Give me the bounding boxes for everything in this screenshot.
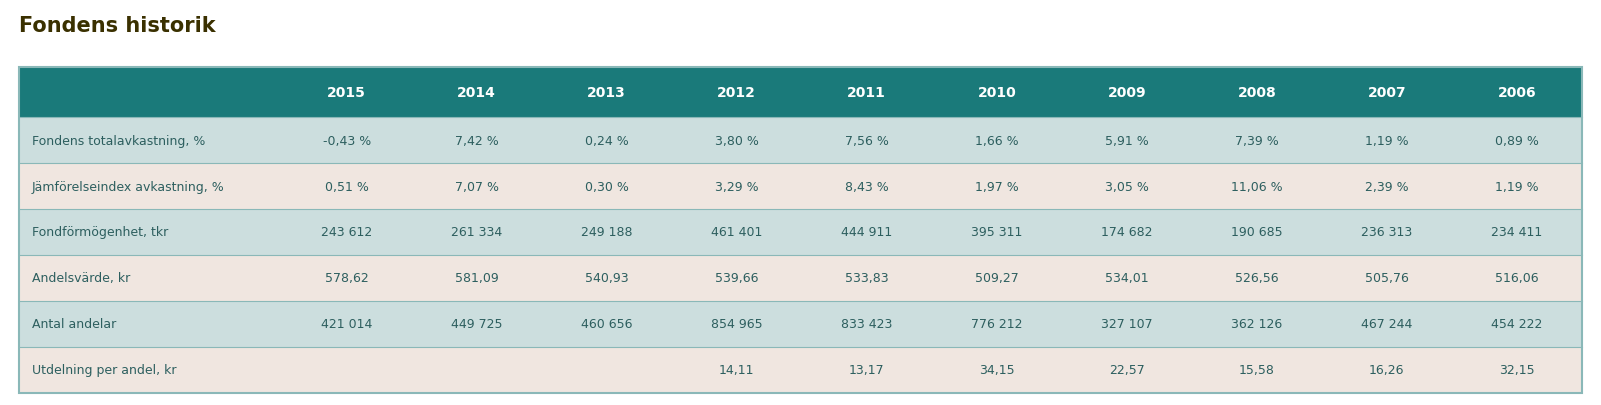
Text: 2006: 2006 xyxy=(1497,85,1535,100)
Text: 11,06 %: 11,06 % xyxy=(1231,180,1282,193)
Text: Jämförelseindex avkastning, %: Jämförelseindex avkastning, % xyxy=(32,180,224,193)
Text: 444 911: 444 911 xyxy=(841,226,892,239)
Text: Andelsvärde, kr: Andelsvärde, kr xyxy=(32,272,130,285)
Text: Antal andelar: Antal andelar xyxy=(32,318,117,330)
Text: 236 313: 236 313 xyxy=(1361,226,1412,239)
Text: 776 212: 776 212 xyxy=(972,318,1023,330)
Text: 395 311: 395 311 xyxy=(972,226,1023,239)
Text: 467 244: 467 244 xyxy=(1361,318,1412,330)
Text: 14,11: 14,11 xyxy=(719,363,754,376)
Text: 15,58: 15,58 xyxy=(1239,363,1274,376)
Text: 32,15: 32,15 xyxy=(1499,363,1535,376)
Text: 2009: 2009 xyxy=(1108,85,1146,100)
Text: 505,76: 505,76 xyxy=(1364,272,1409,285)
Text: 1,97 %: 1,97 % xyxy=(975,180,1018,193)
Text: Fondens totalavkastning, %: Fondens totalavkastning, % xyxy=(32,134,205,147)
Bar xyxy=(19,209,1582,255)
Text: 2010: 2010 xyxy=(977,85,1017,100)
Text: 174 682: 174 682 xyxy=(1101,226,1153,239)
Text: 421 014: 421 014 xyxy=(322,318,373,330)
Text: 539,66: 539,66 xyxy=(716,272,759,285)
Bar xyxy=(19,67,1582,118)
Text: 0,89 %: 0,89 % xyxy=(1495,134,1539,147)
Text: 516,06: 516,06 xyxy=(1495,272,1539,285)
Text: 1,66 %: 1,66 % xyxy=(975,134,1018,147)
Bar xyxy=(19,164,1582,209)
Text: 526,56: 526,56 xyxy=(1234,272,1279,285)
Text: 461 401: 461 401 xyxy=(711,226,762,239)
Text: 534,01: 534,01 xyxy=(1105,272,1148,285)
Text: 2008: 2008 xyxy=(1238,85,1276,100)
Text: 22,57: 22,57 xyxy=(1109,363,1145,376)
Text: 8,43 %: 8,43 % xyxy=(845,180,889,193)
Text: 533,83: 533,83 xyxy=(845,272,889,285)
Bar xyxy=(19,347,1582,393)
Text: 234 411: 234 411 xyxy=(1491,226,1542,239)
Bar xyxy=(19,67,1582,393)
Text: 16,26: 16,26 xyxy=(1369,363,1404,376)
Text: 540,93: 540,93 xyxy=(584,272,629,285)
Text: 3,05 %: 3,05 % xyxy=(1105,180,1148,193)
Bar xyxy=(19,301,1582,347)
Text: 2013: 2013 xyxy=(588,85,626,100)
Text: 362 126: 362 126 xyxy=(1231,318,1282,330)
Text: 7,42 %: 7,42 % xyxy=(455,134,498,147)
Bar xyxy=(19,255,1582,301)
Text: 581,09: 581,09 xyxy=(455,272,498,285)
Text: 509,27: 509,27 xyxy=(975,272,1018,285)
Text: 578,62: 578,62 xyxy=(325,272,368,285)
Text: 460 656: 460 656 xyxy=(581,318,632,330)
Text: Fondens historik: Fondens historik xyxy=(19,16,216,36)
Text: 261 334: 261 334 xyxy=(451,226,503,239)
Text: 854 965: 854 965 xyxy=(711,318,762,330)
Text: 3,80 %: 3,80 % xyxy=(714,134,759,147)
Text: 2007: 2007 xyxy=(1367,85,1406,100)
Text: Utdelning per andel, kr: Utdelning per andel, kr xyxy=(32,363,176,376)
Text: 2012: 2012 xyxy=(717,85,756,100)
Text: 190 685: 190 685 xyxy=(1231,226,1282,239)
Text: -0,43 %: -0,43 % xyxy=(323,134,371,147)
Text: 2011: 2011 xyxy=(847,85,887,100)
Text: 249 188: 249 188 xyxy=(581,226,632,239)
Text: 1,19 %: 1,19 % xyxy=(1495,180,1539,193)
Text: 0,51 %: 0,51 % xyxy=(325,180,368,193)
Text: 1,19 %: 1,19 % xyxy=(1366,134,1409,147)
Text: 7,07 %: 7,07 % xyxy=(455,180,500,193)
Text: 449 725: 449 725 xyxy=(451,318,503,330)
Text: 5,91 %: 5,91 % xyxy=(1105,134,1148,147)
Text: 3,29 %: 3,29 % xyxy=(716,180,759,193)
Text: 327 107: 327 107 xyxy=(1101,318,1153,330)
Text: 2,39 %: 2,39 % xyxy=(1366,180,1409,193)
Text: 0,24 %: 0,24 % xyxy=(584,134,629,147)
Text: 243 612: 243 612 xyxy=(322,226,373,239)
Text: 2015: 2015 xyxy=(327,85,367,100)
Text: 833 423: 833 423 xyxy=(841,318,892,330)
Text: 13,17: 13,17 xyxy=(849,363,885,376)
Text: 454 222: 454 222 xyxy=(1491,318,1542,330)
Text: 34,15: 34,15 xyxy=(978,363,1015,376)
Text: 0,30 %: 0,30 % xyxy=(584,180,629,193)
Text: 2014: 2014 xyxy=(458,85,496,100)
Text: 7,39 %: 7,39 % xyxy=(1234,134,1279,147)
Text: 7,56 %: 7,56 % xyxy=(845,134,889,147)
Text: Fondförmögenhet, tkr: Fondförmögenhet, tkr xyxy=(32,226,168,239)
Bar xyxy=(19,118,1582,164)
